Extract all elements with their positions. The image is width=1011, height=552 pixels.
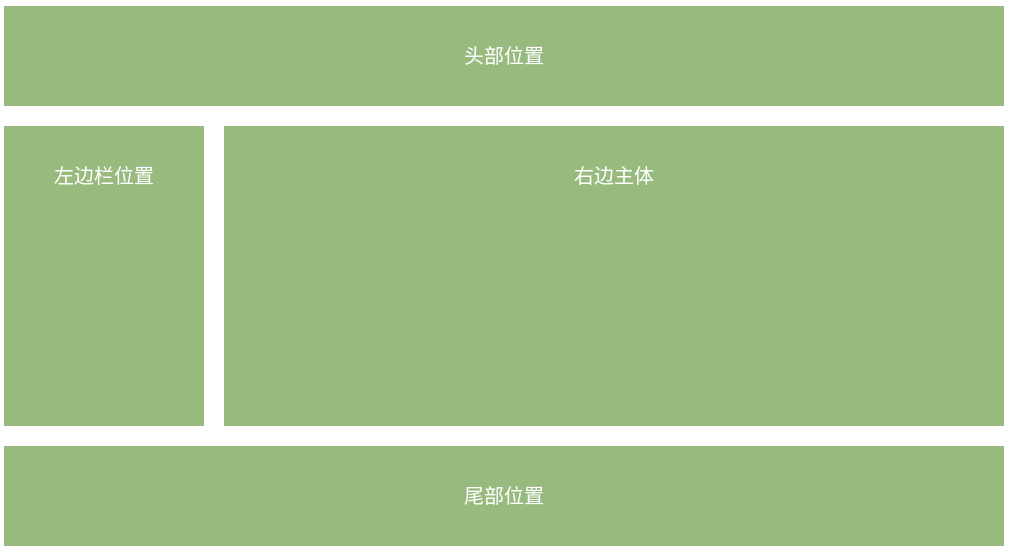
main-label: 右边主体 <box>574 164 654 188</box>
header-label: 头部位置 <box>464 44 544 68</box>
main-content: 右边主体 <box>224 126 1004 426</box>
footer-label: 尾部位置 <box>464 484 544 508</box>
footer-section: 尾部位置 <box>4 446 1004 546</box>
header-section: 头部位置 <box>4 6 1004 106</box>
sidebar-label: 左边栏位置 <box>54 164 154 188</box>
left-sidebar: 左边栏位置 <box>4 126 204 426</box>
